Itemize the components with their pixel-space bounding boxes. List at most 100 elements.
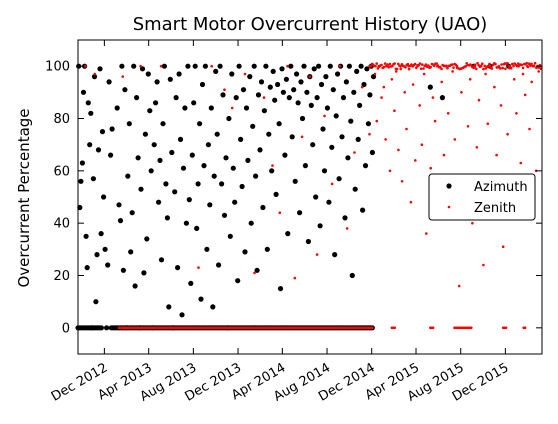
zenith-point (386, 64, 390, 68)
azimuth-point (327, 63, 333, 69)
zenith-point (393, 109, 396, 112)
azimuth-point (138, 186, 144, 192)
zenith-point (521, 66, 525, 70)
zenith-point (446, 112, 450, 115)
zenith-point (345, 227, 349, 230)
azimuth-point (266, 131, 272, 137)
zenith-point (500, 63, 503, 66)
zenith-point (506, 62, 509, 65)
azimuth-point (261, 108, 267, 114)
azimuth-point (230, 165, 236, 171)
legend-zenith-marker (447, 205, 451, 209)
zenith-point (523, 93, 527, 97)
zenith-point (455, 64, 459, 68)
azimuth-point (332, 252, 338, 258)
azimuth-point (132, 283, 138, 289)
azimuth-point (254, 267, 260, 273)
zenith-point (512, 64, 515, 68)
zenith-point (525, 61, 528, 65)
azimuth-point (117, 218, 124, 224)
azimuth-point (153, 100, 159, 106)
azimuth-point (361, 81, 367, 88)
azimuth-point (89, 325, 95, 331)
azimuth-point (211, 173, 217, 179)
azimuth-point (251, 63, 257, 69)
azimuth-point (186, 197, 192, 203)
azimuth-point (280, 89, 286, 95)
zenith-point (383, 62, 387, 65)
zenith-point (475, 67, 478, 71)
zenith-point (477, 98, 481, 102)
zenith-point (433, 64, 436, 68)
azimuth-point (106, 79, 112, 85)
azimuth-point (151, 142, 157, 148)
zenith-point (453, 138, 457, 141)
azimuth-point (160, 121, 166, 127)
zenith-point (439, 65, 442, 69)
azimuth-point (128, 249, 134, 255)
azimuth-point (79, 160, 85, 166)
azimuth-point (80, 89, 87, 95)
zenith-point (530, 80, 533, 84)
azimuth-point (270, 68, 276, 74)
zenith-point (481, 62, 484, 65)
zenith-point (490, 67, 494, 70)
zenith-point (436, 64, 439, 68)
zenith-point (308, 75, 312, 78)
azimuth-point (163, 181, 169, 187)
zenith-point (482, 67, 485, 71)
zenith-point (300, 135, 304, 139)
azimuth-point (253, 173, 259, 179)
azimuth-point (342, 215, 348, 221)
azimuth-point (145, 71, 151, 77)
azimuth-point (320, 126, 326, 132)
zenith-point (159, 64, 163, 68)
azimuth-point (95, 147, 102, 153)
zenith-point (368, 132, 371, 136)
zenith-point (404, 65, 407, 69)
azimuth-point (90, 176, 96, 182)
zenith-point (470, 326, 473, 330)
azimuth-point (297, 210, 303, 216)
azimuth-point (125, 173, 131, 179)
zenith-point (506, 132, 509, 136)
azimuth-point (129, 210, 135, 216)
azimuth-point (299, 115, 306, 122)
azimuth-point (208, 105, 214, 111)
azimuth-point (98, 231, 104, 237)
azimuth-point (286, 95, 292, 101)
azimuth-point (291, 87, 297, 93)
azimuth-point (179, 312, 185, 318)
azimuth-point (217, 63, 223, 69)
zenith-point (405, 127, 408, 131)
zenith-point (509, 66, 513, 70)
azimuth-point (236, 63, 242, 69)
zenith-point (530, 62, 533, 66)
zenith-point (479, 64, 483, 68)
zenith-point (416, 64, 419, 68)
zenith-point (399, 64, 402, 68)
zenith-point (504, 67, 507, 71)
zenith-point (476, 61, 479, 65)
zenith-point (393, 326, 397, 330)
zenith-point (375, 119, 379, 123)
azimuth-point (263, 63, 269, 69)
azimuth-point (279, 66, 285, 72)
zenith-point (484, 72, 487, 76)
zenith-point (523, 326, 527, 330)
azimuth-point (189, 152, 195, 158)
zenith-point (323, 114, 326, 118)
azimuth-point (257, 147, 263, 153)
zenith-point (121, 75, 124, 78)
azimuth-point (351, 89, 357, 95)
zenith-point (84, 64, 87, 68)
azimuth-point (283, 76, 289, 82)
zenith-point (286, 64, 289, 68)
zenith-point (446, 66, 449, 70)
zenith-point (475, 146, 479, 149)
zenith-point (429, 166, 433, 170)
azimuth-point (427, 84, 433, 90)
azimuth-point (142, 131, 148, 137)
zenith-point (451, 70, 454, 73)
azimuth-point (116, 202, 122, 208)
